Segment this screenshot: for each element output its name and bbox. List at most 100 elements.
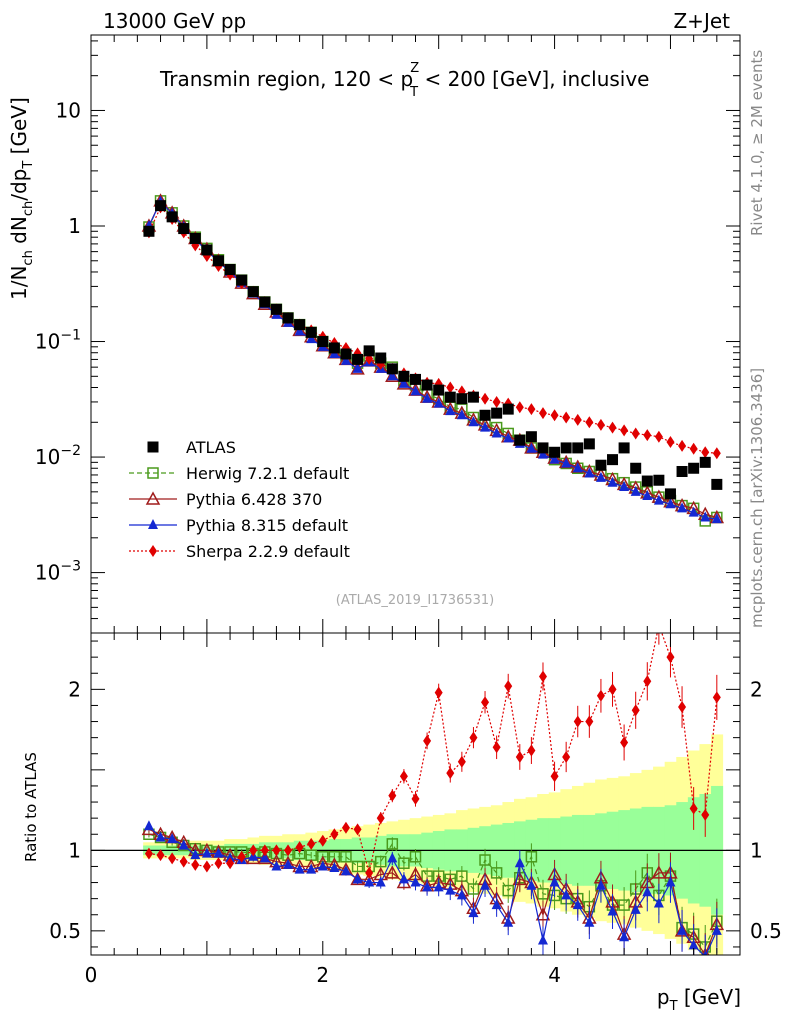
point-atlas	[583, 438, 595, 450]
main-ytick-label: 10−1	[35, 328, 81, 354]
mcplots-label: mcplots.cern.ch [arXiv:1306.3436]	[748, 368, 766, 628]
ratio-point-pythia-8-315-default	[491, 899, 502, 910]
point-atlas	[201, 244, 213, 256]
ratio-point-pythia-8-315-default	[584, 916, 595, 927]
point-atlas	[398, 370, 410, 382]
ratio-point-sherpa-2-2-9-default	[446, 767, 455, 780]
point-pythia-8-315-default	[503, 432, 514, 443]
point-atlas	[340, 348, 352, 360]
ratio-point-pythia-8-315-default	[688, 939, 699, 950]
ratio-line-sherpa-2-2-9-default	[148, 633, 718, 874]
ratio-point-sherpa-2-2-9-default	[527, 744, 536, 757]
ratio-point-pythia-6-428-370	[350, 871, 365, 886]
point-sherpa-2-2-9-default	[446, 381, 455, 394]
main-ytick-label: 1	[68, 214, 81, 238]
ratio-xtick-label: 0	[85, 963, 98, 987]
legend-label-pythia-8-315-default: Pythia 8.315 default	[186, 516, 348, 535]
series-line-sherpa-2-2-9-default	[148, 206, 717, 454]
main-ytick-base: 10	[35, 445, 60, 469]
ratio-point-sherpa-2-2-9-default	[515, 750, 524, 763]
point-pythia-8-315-default	[630, 485, 641, 496]
point-pythia-8-315-default	[665, 498, 676, 509]
main-ytick-label: 10−2	[35, 443, 81, 469]
ratio-point-pythia-8-315-default	[178, 839, 189, 850]
point-pythia-8-315-default	[572, 462, 583, 473]
ratio-point-sherpa-2-2-9-default	[399, 770, 408, 783]
ratio-point-sherpa-2-2-9-default	[284, 844, 293, 857]
ratio-point-sherpa-2-2-9-default	[608, 683, 617, 696]
ratio-point-herwig-7-2-1-default	[409, 851, 422, 863]
ratio-point-sherpa-2-2-9-default	[226, 857, 235, 870]
ratio-point-sherpa-2-2-9-default	[481, 696, 490, 709]
ratio-point-sherpa-2-2-9-default	[144, 847, 153, 860]
ratio-point-pythia-8-315-default	[480, 879, 491, 890]
ratio-point-pythia-8-315-default	[653, 897, 664, 908]
ratio-point-herwig-7-2-1-default	[386, 838, 399, 850]
ratio-point-pythia-8-315-default	[537, 934, 548, 945]
ratio-point-sherpa-2-2-9-default	[307, 837, 316, 850]
legend: ATLAS Herwig 7.2.1 default Pythia 6.428 37…	[129, 438, 350, 561]
ratio-point-sherpa-2-2-9-default	[585, 715, 594, 728]
point-pythia-8-315-default	[584, 467, 595, 478]
ratio-point-pythia-8-315-default	[167, 833, 178, 844]
header-right: Z+Jet	[673, 9, 730, 33]
point-atlas	[479, 409, 491, 421]
point-atlas	[421, 379, 433, 391]
ratio-ytick-label-right: 1	[750, 838, 763, 862]
ratio-point-herwig-7-2-1-default	[525, 851, 538, 863]
point-pythia-8-315-default	[387, 370, 398, 381]
ratio-point-sherpa-2-2-9-default	[423, 734, 432, 747]
ratio-point-pythia-8-315-default	[607, 905, 618, 916]
point-pythia-8-315-default	[653, 494, 664, 505]
ratio-point-sherpa-2-2-9-default	[191, 858, 200, 871]
ratio-point-herwig-7-2-1-default	[351, 860, 364, 873]
point-atlas	[294, 319, 306, 331]
ratio-point-pythia-8-315-default	[711, 924, 722, 935]
point-pythia-8-315-default	[642, 490, 653, 501]
point-atlas	[363, 345, 375, 357]
point-sherpa-2-2-9-default	[585, 416, 594, 429]
main-ytick-base: 10	[56, 98, 81, 122]
main-ytick-exponent: −3	[60, 559, 81, 575]
legend-marker-pythia-6-428-370	[145, 491, 161, 505]
point-sherpa-2-2-9-default	[701, 446, 710, 459]
ratio-point-herwig-7-2-1-default	[502, 884, 514, 897]
ratio-point-pythia-8-315-default	[364, 876, 375, 887]
legend-label-pythia-6-428-370: Pythia 6.428 370	[186, 490, 322, 509]
main-ytick-label: 10−3	[35, 559, 81, 585]
legend-marker-pythia-8-315-default	[148, 519, 158, 529]
point-pythia-8-315-default	[352, 362, 363, 373]
ratio-point-pythia-8-315-default	[503, 916, 514, 927]
ratio-point-herwig-7-2-1-default	[618, 899, 630, 911]
point-pythia-8-315-default	[410, 385, 421, 396]
ratio-point-pythia-8-315-default	[410, 876, 421, 887]
point-pythia-8-315-default	[688, 506, 699, 517]
ratio-point-pythia-8-315-default	[143, 820, 154, 831]
ratio-point-pythia-8-315-default	[572, 899, 583, 910]
point-pythia-8-315-default	[456, 409, 467, 420]
point-sherpa-2-2-9-default	[515, 401, 524, 414]
ratio-point-sherpa-2-2-9-default	[272, 844, 281, 857]
main-ytick-base: 10	[35, 561, 60, 585]
ratio-point-sherpa-2-2-9-default	[202, 860, 211, 873]
ratio-point-pythia-8-315-default	[317, 860, 328, 871]
ratio-point-sherpa-2-2-9-default	[643, 675, 652, 688]
point-atlas	[607, 454, 619, 466]
ratio-point-pythia-8-315-default	[526, 879, 537, 890]
ratio-point-sherpa-2-2-9-default	[179, 855, 188, 868]
ratio-point-pythia-8-315-default	[352, 873, 363, 884]
point-atlas	[270, 303, 282, 315]
point-atlas	[212, 255, 224, 267]
point-atlas	[514, 434, 526, 446]
ratio-point-sherpa-2-2-9-default	[666, 651, 675, 664]
point-pythia-8-315-default	[433, 397, 444, 408]
point-atlas	[247, 286, 259, 298]
ratio-point-sherpa-2-2-9-default	[237, 850, 246, 863]
point-pythia-8-315-default	[619, 481, 630, 492]
point-pythia-6-428-370	[396, 376, 412, 390]
ratio-point-pythia-8-315-default	[259, 852, 270, 863]
ratio-point-sherpa-2-2-9-default	[504, 680, 513, 693]
ratio-point-pythia-8-315-default	[422, 881, 433, 892]
